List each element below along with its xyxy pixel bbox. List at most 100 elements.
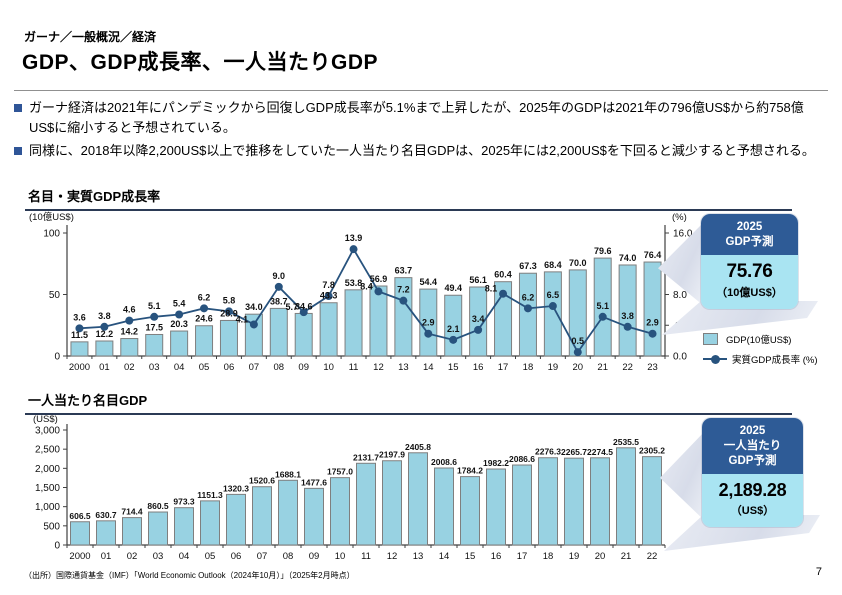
- gdp-bar: [170, 330, 189, 357]
- bar-value-label: 76.4: [644, 250, 662, 260]
- title-divider: [14, 90, 828, 91]
- line-value-label: 6.2: [522, 292, 535, 302]
- line-value-label: 3.4: [472, 314, 485, 324]
- growth-point: [224, 307, 233, 316]
- bar-value-label: 56.9: [370, 274, 388, 284]
- x-category-label: 19: [569, 551, 580, 562]
- gdp-bar: [319, 302, 338, 357]
- bar-value-label: 70.0: [569, 258, 587, 268]
- gdp-per-capita-bar: [616, 447, 636, 546]
- line-value-label: 2.1: [447, 324, 460, 334]
- gdp-bar: [120, 338, 139, 357]
- line-value-label: 8.4: [360, 281, 373, 291]
- gdp-per-capita-bar: [408, 452, 428, 546]
- growth-point: [598, 312, 607, 321]
- bar-value-label: 56.1: [469, 275, 487, 285]
- gdp-per-capita-bar: [356, 462, 376, 546]
- bullet-text: 同様に、2018年以降2,200US$以上で推移をしていた一人当たり名目GDPは…: [29, 143, 815, 159]
- legend-label: GDP(10億US$): [726, 335, 792, 346]
- x-category-label: 10: [323, 362, 334, 373]
- bar-value-label: 860.5: [147, 501, 169, 511]
- gdp-bar: [269, 307, 288, 357]
- x-category-label: 15: [448, 362, 459, 373]
- x-category-label: 20: [595, 551, 606, 562]
- gdp-per-capita-bar: [382, 460, 402, 546]
- gdp-bar: [294, 312, 313, 357]
- gdp-bar: [70, 341, 89, 357]
- gdp-per-capita-bar: [512, 464, 532, 546]
- gdp-bar: [244, 313, 263, 357]
- left-axis-tick-label: 100: [43, 229, 60, 240]
- summary-bullets: ガーナ経済は2021年にパンデミックから回復しGDP成長率が5.1%まで上昇した…: [14, 98, 828, 164]
- x-category-label: 23: [647, 362, 658, 373]
- left-axis-tick-label: 0: [54, 541, 60, 552]
- growth-point: [349, 245, 358, 254]
- growth-point: [374, 287, 383, 296]
- x-category-label: 07: [257, 551, 268, 562]
- x-category-label: 22: [622, 362, 633, 373]
- right-axis-unit: (%): [672, 212, 687, 223]
- growth-point: [424, 329, 433, 338]
- bar-value-label: 28.9: [220, 308, 238, 318]
- bar-value-label: 2274.5: [587, 447, 613, 457]
- gdp-per-capita-forecast-panel: 2025 一人当たり GDP予測 2,189.28 （US$）: [702, 418, 803, 527]
- line-value-label: 7.8: [322, 280, 335, 290]
- gdp-forecast-panel: 2025 GDP予測 75.76 （10億US$）: [701, 214, 798, 309]
- line-value-label: 6.2: [198, 292, 211, 302]
- line-marker-icon: [703, 354, 727, 364]
- x-category-label: 12: [387, 551, 398, 562]
- left-axis-unit: (US$): [33, 414, 58, 425]
- gdp-growth-chart: (10億US$)(%)0501000.04.08.012.016.0200001…: [29, 211, 693, 373]
- gdp-bar: [195, 325, 214, 357]
- x-category-label: 22: [647, 551, 658, 562]
- gdp-growth-chart-title: 名目・実質GDP成長率: [25, 186, 792, 211]
- gdp-bar: [643, 261, 662, 357]
- gdp-forecast-panel-header: 2025 GDP予測: [701, 214, 798, 255]
- left-axis-tick-label: 3,000: [35, 426, 60, 437]
- gdp-per-capita-bar: [252, 486, 272, 546]
- growth-point: [474, 325, 483, 334]
- growth-point: [274, 282, 283, 291]
- bar-value-label: 1757.0: [327, 467, 353, 477]
- line-value-label: 8.1: [485, 284, 498, 294]
- x-category-label: 10: [335, 551, 346, 562]
- gdp-per-capita-forecast-panel-header: 2025 一人当たり GDP予測: [702, 418, 803, 474]
- bar-value-label: 2305.2: [639, 446, 665, 456]
- bar-value-label: 14.2: [121, 327, 139, 337]
- line-value-label: 3.6: [73, 312, 86, 322]
- growth-point: [573, 348, 582, 357]
- bar-value-label: 17.5: [145, 322, 163, 332]
- bar-value-label: 53.8: [345, 278, 363, 288]
- legend-label: 実質GDP成長率 (%): [732, 355, 818, 366]
- x-category-label: 09: [309, 551, 320, 562]
- growth-point: [175, 310, 184, 319]
- bar-swatch-icon: [703, 333, 718, 345]
- right-axis-tick-label: 16.0: [673, 229, 693, 240]
- gdp-per-capita-bar: [226, 493, 246, 546]
- gdp-per-capita-bar: [590, 457, 610, 546]
- bar-value-label: 2008.6: [431, 457, 457, 467]
- gdp-per-capita-bar: [304, 487, 324, 546]
- growth-point: [523, 304, 532, 313]
- bar-value-label: 34.6: [295, 301, 313, 311]
- bar-value-label: 714.4: [121, 507, 143, 517]
- bar-value-label: 68.4: [544, 260, 562, 270]
- bar-value-label: 2405.8: [405, 442, 431, 452]
- x-category-label: 08: [283, 551, 294, 562]
- bar-value-label: 60.4: [494, 270, 512, 280]
- gdp-bar: [444, 294, 463, 357]
- bar-value-label: 2276.3: [535, 447, 561, 457]
- gdp-bar: [518, 272, 537, 357]
- gdp-per-capita-bar: [122, 517, 142, 546]
- x-category-label: 03: [153, 551, 164, 562]
- growth-point: [125, 316, 134, 325]
- gdp-per-capita-bar: [96, 520, 116, 546]
- page-title: GDP、GDP成長率、一人当たりGDP: [22, 51, 379, 74]
- bar-value-label: 1151.3: [197, 490, 223, 500]
- x-category-label: 19: [548, 362, 559, 373]
- growth-point: [100, 322, 109, 331]
- x-category-label: 21: [597, 362, 608, 373]
- bar-value-label: 38.7: [270, 296, 288, 306]
- x-category-label: 07: [249, 362, 260, 373]
